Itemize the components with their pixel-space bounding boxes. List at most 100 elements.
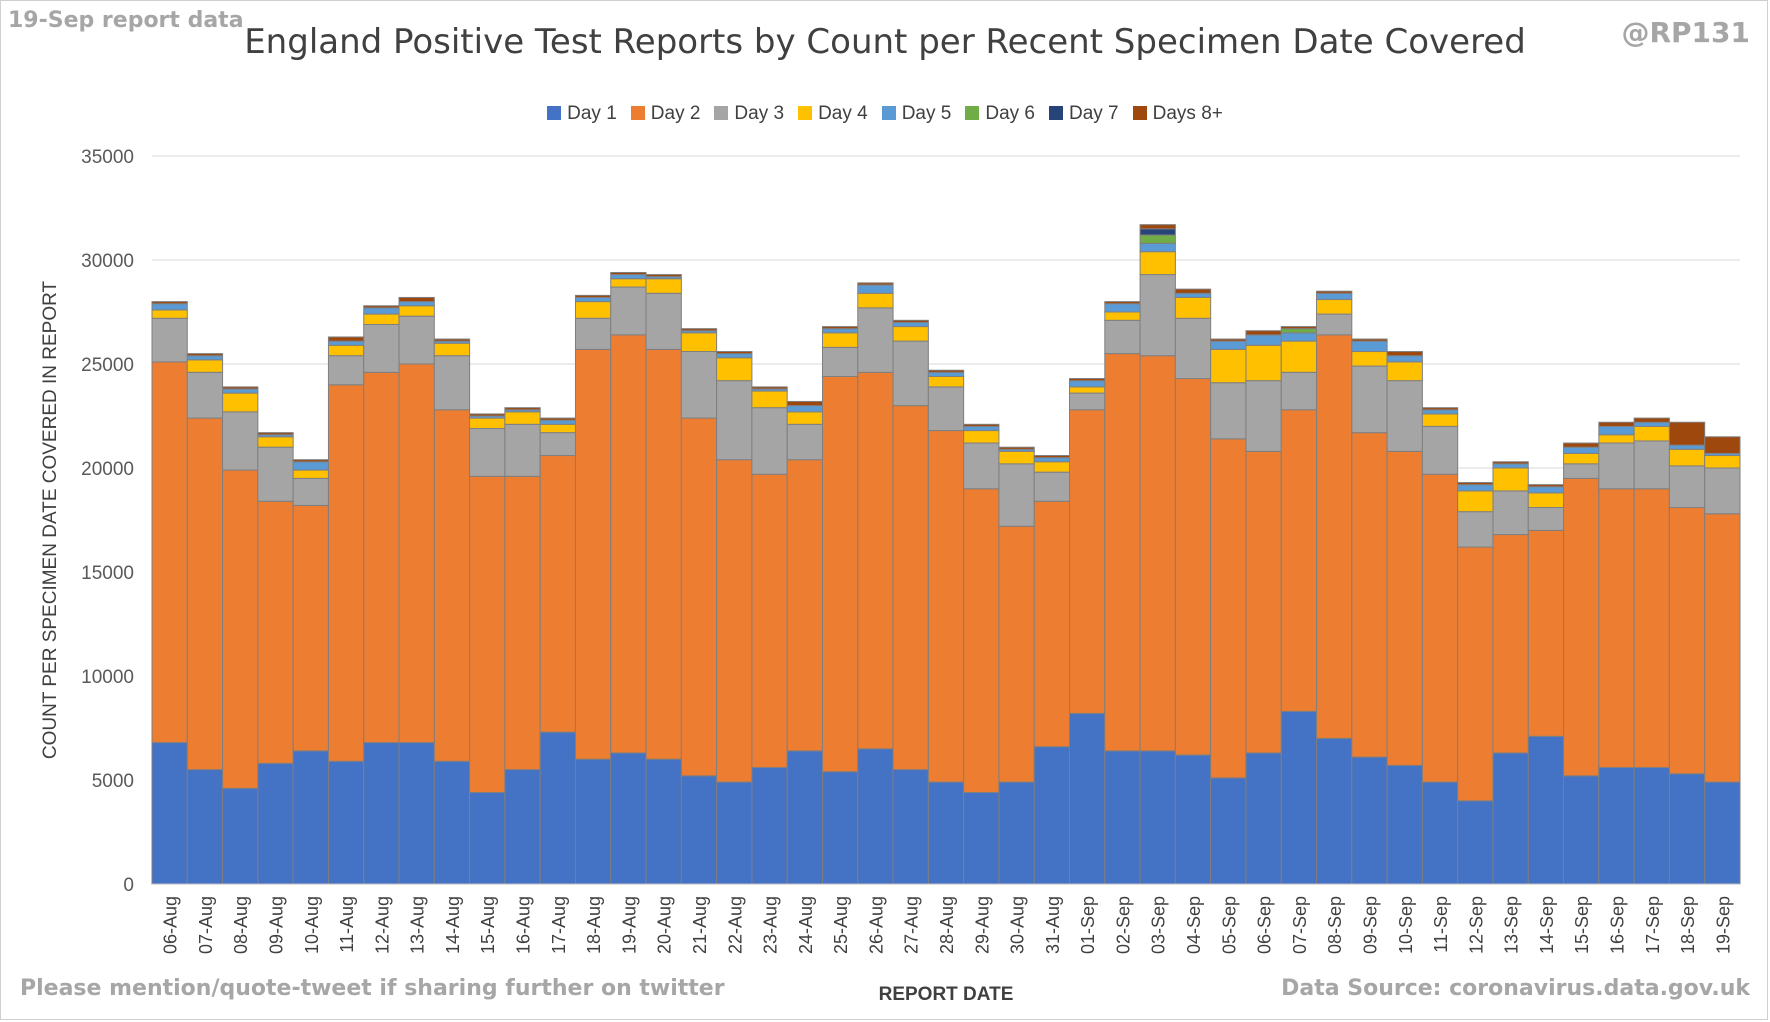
bar-segment (1210, 348, 1247, 384)
bar-segment (751, 407, 788, 475)
x-tick-label: 13-Aug (408, 896, 428, 954)
bar-segment (327, 336, 365, 342)
bar-segment (821, 771, 859, 885)
x-axis-title: REPORT DATE (879, 984, 1014, 1005)
bar-segment (1563, 452, 1600, 465)
legend-swatch (881, 106, 896, 120)
bar-segment (1280, 340, 1318, 373)
bar-segment (1210, 338, 1247, 342)
x-tick-label: 24-Aug (796, 896, 816, 954)
bar-segment (1033, 746, 1071, 885)
bar-segment (1492, 461, 1529, 465)
bar-segment (1351, 340, 1388, 353)
bar-segment (1139, 355, 1176, 752)
bar-segment (292, 461, 329, 471)
x-tick-label: 18-Sep (1678, 896, 1698, 954)
bar-segment (151, 301, 188, 305)
bar-segment (716, 357, 753, 382)
bar-segment (1704, 467, 1741, 515)
legend-item: Day 3 (714, 103, 784, 125)
bar-segment (1386, 380, 1423, 452)
bar-segment (1421, 409, 1459, 415)
bar-segment (1386, 764, 1423, 885)
bar-segment (821, 332, 859, 348)
bar-segment (1351, 756, 1388, 885)
bar-segment (433, 760, 471, 885)
bar-segment (222, 386, 259, 390)
bar-segment (1421, 473, 1459, 783)
bar-segment (1527, 492, 1565, 509)
bar-segment (1139, 224, 1176, 230)
bar-segment (1174, 317, 1212, 380)
x-tick-label: 30-Aug (1008, 896, 1028, 954)
bar-segment (1457, 800, 1494, 885)
bar-segment (1280, 710, 1318, 885)
bar-segment (398, 305, 435, 317)
bar-segment (1563, 442, 1600, 448)
bar-segment (998, 446, 1035, 450)
y-tick-label: 25000 (81, 355, 134, 376)
x-tick-label: 14-Sep (1537, 896, 1557, 954)
bar-segment (610, 752, 647, 885)
bar-segment (539, 731, 576, 885)
bar-segment (257, 436, 294, 448)
bar-segment (398, 296, 435, 303)
bar-segment (857, 282, 894, 286)
bar-segment (1174, 288, 1212, 294)
bar-segment (751, 390, 788, 409)
bar-segment (716, 353, 753, 359)
bar-segment (1527, 507, 1565, 531)
bar-segment (1139, 750, 1176, 885)
bar-segment (1139, 274, 1176, 357)
bar-segment (1245, 330, 1282, 336)
bar-segment (716, 380, 753, 461)
bar-segment (1457, 511, 1494, 548)
bar-segment (1386, 355, 1423, 363)
bar-segment (1563, 477, 1600, 777)
bar-segment (539, 423, 576, 434)
bar-segment (1668, 773, 1706, 885)
legend-label: Day 3 (734, 103, 785, 124)
bar-segment (186, 353, 224, 357)
bar-segment (1139, 251, 1176, 276)
y-tick-label: 15000 (81, 563, 134, 584)
bar-segment (1598, 442, 1635, 490)
legend: Day 1 Day 2 Day 3 Day 4 Day 5 Day 6 Day 7 Days … (0, 103, 1770, 125)
bar-segment (1245, 344, 1282, 382)
bar-segment (1668, 465, 1706, 509)
x-tick-label: 05-Sep (1219, 896, 1239, 954)
x-tick-label: 26-Aug (866, 896, 886, 954)
bar-segment (857, 307, 894, 373)
bar-segment (257, 432, 294, 436)
bar-segment (1139, 228, 1176, 236)
bar-segment (751, 767, 788, 885)
bar-segment (1668, 444, 1706, 450)
bar-segment (1563, 775, 1600, 885)
bar-segment (1316, 737, 1353, 885)
bar-segment (1386, 351, 1423, 357)
bar-segment (963, 442, 1000, 490)
bar-segment (998, 463, 1035, 527)
bar-segment (892, 326, 929, 342)
bar-segment (857, 748, 894, 885)
legend-label: Day 1 (567, 103, 617, 124)
bar-segment (1316, 292, 1353, 301)
bar-segment (363, 305, 400, 309)
bar-segment (927, 430, 965, 783)
bar-segment (821, 375, 859, 773)
bar-segment (469, 427, 506, 477)
bar-segment (716, 351, 753, 355)
bar-segment (1033, 457, 1071, 463)
bar-segment (504, 407, 541, 411)
bar-segment (680, 351, 718, 419)
bar-segment (1316, 299, 1353, 315)
bar-segment (433, 342, 471, 357)
legend-item: Day 6 (965, 103, 1035, 125)
bar-segment (857, 292, 894, 309)
x-tick-label: 22-Aug (725, 896, 745, 954)
bar-segment (1492, 463, 1529, 469)
bar-segment (1492, 752, 1529, 885)
bar-segment (1033, 500, 1071, 748)
bar-segment (963, 430, 1000, 444)
